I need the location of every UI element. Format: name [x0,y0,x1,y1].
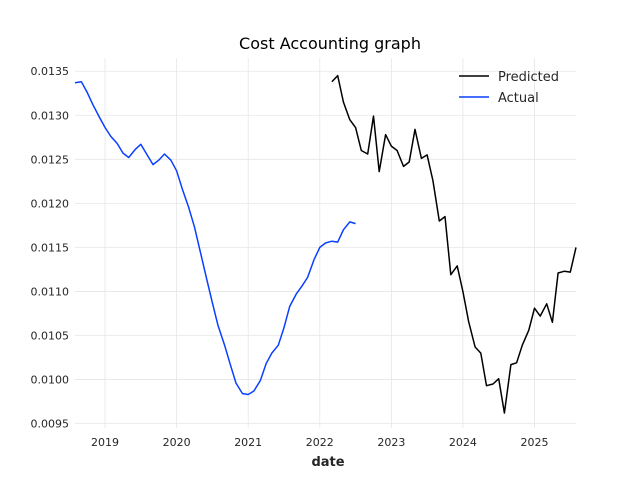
x-tick-label: 2025 [520,436,548,449]
y-tick-label: 0.0125 [31,153,70,166]
x-tick-label: 2020 [163,436,191,449]
x-tick-label: 2021 [234,436,262,449]
series-line-predicted [331,74,577,414]
x-tick-label: 2023 [377,436,405,449]
y-tick-label: 0.0115 [31,241,70,254]
y-tick-label: 0.0095 [31,418,70,431]
y-tick-label: 0.0130 [31,109,70,122]
y-tick-label: 0.0135 [31,65,70,78]
x-axis-label: date [311,455,344,470]
legend: Predicted Actual [459,70,559,106]
chart-title: Cost Accounting graph [239,34,421,53]
x-tick-label: 2024 [449,436,477,449]
y-tick-label: 0.0110 [31,285,70,298]
legend-label-actual: Actual [498,91,539,106]
x-tick-label: 2022 [306,436,334,449]
series-line-actual [74,81,356,396]
tick-labels: 2019 2020 2021 2022 2023 2024 2025 0.0095 0.0100… [31,65,549,449]
y-tick-label: 0.0100 [31,374,70,387]
grid-lines [75,58,576,428]
y-tick-label: 0.0105 [31,330,70,343]
series-layer [74,74,577,414]
legend-label-predicted: Predicted [498,70,559,85]
y-tick-label: 0.0120 [31,197,70,210]
x-tick-label: 2019 [91,436,119,449]
